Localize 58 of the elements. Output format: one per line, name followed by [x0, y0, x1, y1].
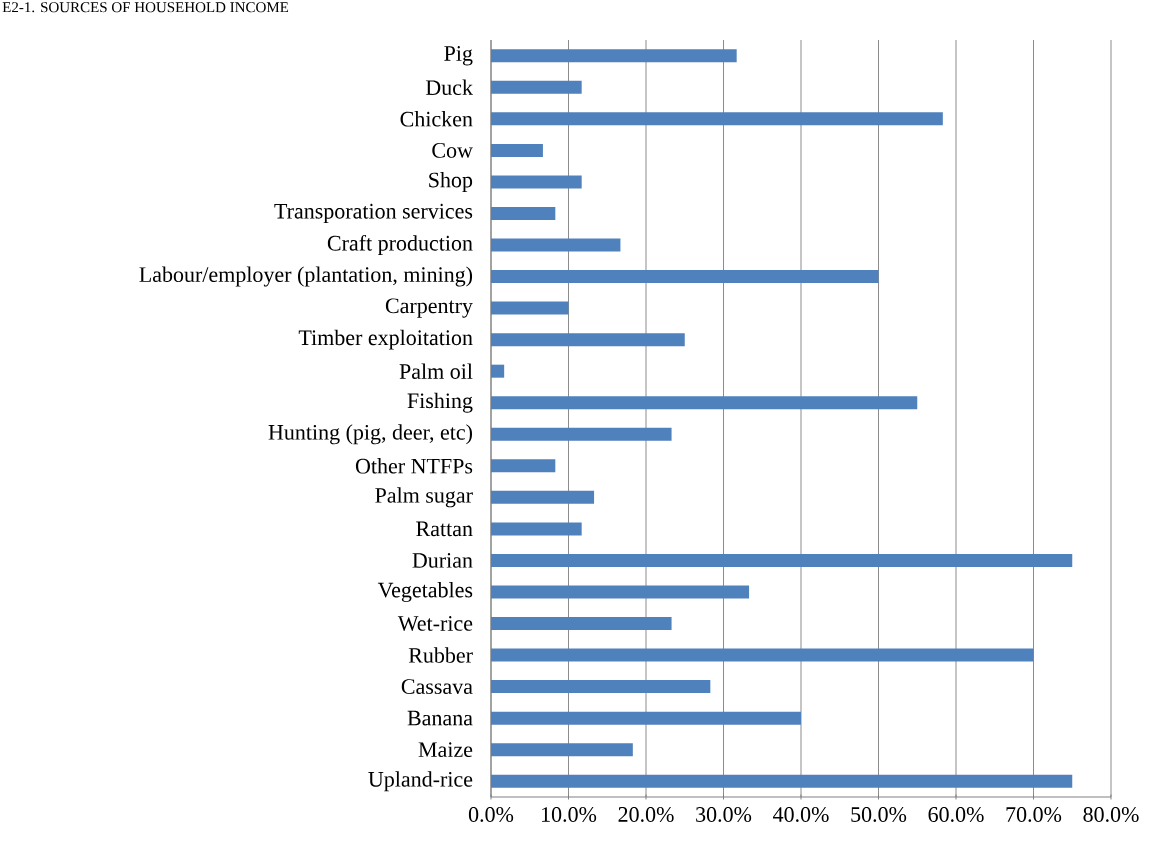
y-tick-label: Banana — [407, 710, 473, 726]
y-tick-label: Labour/employer (plantation, mining) — [139, 266, 473, 287]
y-tick-label: Wet-rice — [397, 616, 473, 631]
bar — [491, 396, 918, 410]
bar — [491, 175, 582, 189]
bar — [491, 364, 505, 378]
bar — [491, 333, 685, 347]
bar — [491, 648, 1034, 662]
y-tick-label: Chicken — [400, 111, 473, 127]
bar — [491, 585, 750, 599]
y-tick-label: Hunting (pig, deer, etc) — [268, 424, 473, 445]
bar — [491, 711, 801, 725]
y-tick-label: Palm sugar — [375, 487, 473, 508]
text: E2-1. SOURCES OF HOUSEHOLD INCOME — [2, 2, 289, 13]
x-tick-label: 40.0% — [773, 807, 829, 822]
x-tick-label: 30.0% — [696, 807, 752, 822]
y-tick-label: Durian — [412, 553, 473, 568]
y-tick-label: Timber exploitation — [298, 329, 473, 350]
bar — [491, 238, 621, 252]
bar — [491, 680, 711, 694]
y-tick-label: Shop — [429, 171, 473, 192]
bar — [491, 80, 582, 94]
y-tick-label: Transporation services — [274, 203, 473, 224]
y-tick-label: Carpentry — [385, 298, 473, 318]
y-tick-label: Duck — [425, 79, 473, 96]
bar — [491, 206, 556, 220]
bar — [491, 490, 595, 504]
y-tick-label: Craft production — [327, 234, 473, 256]
x-tick-label: 80.0% — [1083, 807, 1139, 822]
y-tick-label: Pig — [444, 46, 473, 66]
bar — [491, 459, 556, 473]
y-tick-label: Palm oil — [399, 363, 473, 379]
bar — [491, 270, 879, 284]
bar — [491, 774, 1073, 788]
bar — [491, 522, 582, 536]
x-tick-label: 60.0% — [928, 807, 984, 822]
y-tick-label: Vegetables — [377, 581, 473, 602]
y-tick-label: Cassava — [401, 679, 473, 694]
y-tick-label: Maize — [418, 742, 473, 758]
bar — [491, 143, 543, 157]
bar — [491, 553, 1073, 567]
y-tick-label: Fishing — [407, 392, 473, 413]
y-tick-label: Rattan — [416, 521, 473, 537]
bar — [491, 617, 672, 631]
y-tick-label: Other NTFPs — [355, 458, 473, 474]
bar — [491, 49, 737, 63]
y-tick-label: Rubber — [408, 647, 473, 663]
bar — [491, 743, 633, 757]
y-tick-label: Cow — [432, 143, 473, 158]
x-tick-label: 20.0% — [618, 807, 674, 822]
x-tick-label: 50.0% — [851, 807, 907, 822]
bar — [491, 112, 943, 126]
x-tick-label: 10.0% — [542, 807, 597, 822]
bar — [491, 427, 672, 441]
x-tick-label: 0.0% — [468, 807, 514, 822]
y-tick-label: Upland-rice — [368, 771, 473, 792]
bar — [491, 301, 569, 315]
x-tick-label: 70.0% — [1006, 807, 1062, 822]
